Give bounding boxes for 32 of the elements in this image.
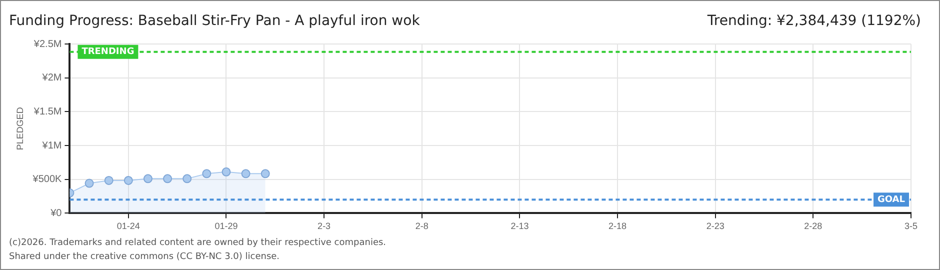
x-tick-label: 2-28	[804, 221, 822, 232]
y-axis-title: PLEDGED	[14, 106, 25, 150]
point	[241, 169, 250, 178]
x-tick-label: 2-3	[318, 221, 331, 232]
point	[143, 174, 152, 184]
y-tick-label: ¥0	[50, 208, 62, 219]
point	[222, 167, 231, 176]
y-tick-label: ¥2M	[41, 72, 62, 84]
text: (c)2026. Trademarks and related content are owned by their respective companies.	[9, 238, 386, 248]
y-tick-label: ¥500K	[32, 174, 62, 186]
point	[202, 169, 212, 178]
x-tick-label: 2-23	[706, 221, 724, 232]
point	[84, 178, 94, 188]
x-tick-label: 3-5	[904, 221, 918, 232]
x-tick-label: 01-24	[116, 221, 140, 232]
text: Shared under the creative commons (CC BY-NC 3.0) license.	[9, 252, 280, 262]
point	[104, 176, 114, 185]
chart-title: Funding Progress: Baseball Stir-Fry Pan - A playful iron wok	[9, 13, 420, 29]
x-tick-label: 2-13	[510, 221, 529, 232]
y-tick-label: ¥1M	[41, 140, 62, 152]
point	[163, 174, 172, 184]
x-tick-label: 2-18	[608, 221, 627, 232]
y-tick-label: ¥1.5M	[32, 106, 62, 118]
x-tick-label: 01-29	[214, 221, 238, 232]
y-tick-label: ¥2.5M	[32, 38, 62, 50]
point	[124, 176, 133, 185]
ref-line-label: TRENDING	[82, 47, 134, 58]
text: Trending: ¥2,384,439 (1192%)	[707, 13, 921, 29]
point	[260, 169, 270, 178]
ref-line-label: GOAL	[878, 195, 906, 206]
x-tick-label: 2-8	[415, 221, 428, 232]
point	[182, 174, 192, 184]
